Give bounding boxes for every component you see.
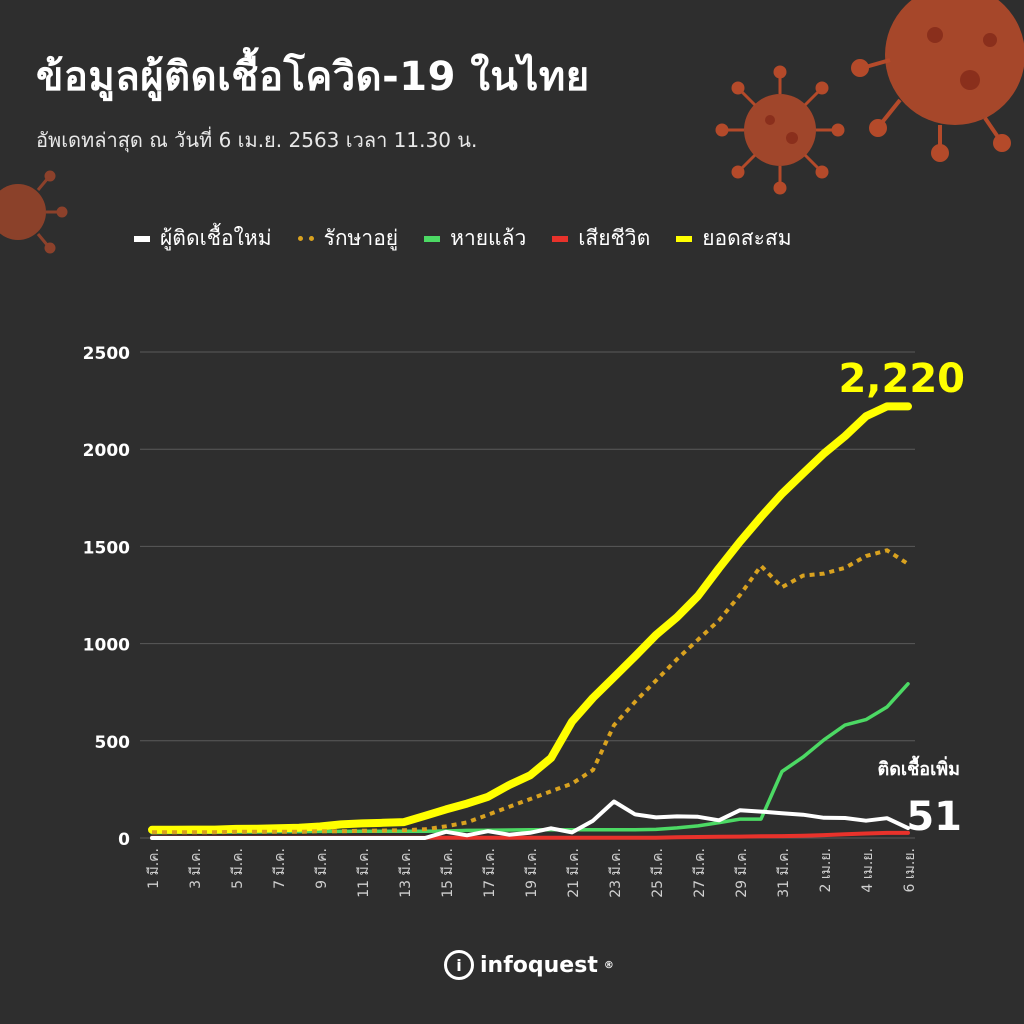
y-tick-label-500: 500 (95, 733, 131, 753)
x-tick-label-17: 4 เม.ย. (860, 848, 876, 892)
virus-decoration-large (851, 0, 1024, 162)
registered-mark: ® (603, 959, 614, 971)
legend-item-deaths: เสียชีวิต (552, 222, 650, 255)
new-cases-caption: ติดเชื้อเพิ่ม (878, 755, 960, 780)
info-icon: i (444, 950, 474, 980)
x-tick-label-18: 6 เม.ย. (902, 848, 918, 892)
legend-swatch-active (297, 236, 314, 241)
x-tick-label-6: 13 มี.ค. (398, 848, 414, 898)
legend-swatch-cumulative (676, 235, 693, 242)
x-tick-label-5: 11 มี.ค. (356, 848, 372, 898)
page-subtitle: อัพเดทล่าสุด ณ วันที่ 6 เม.ย. 2563 เวลา … (36, 128, 478, 152)
brand-logo: i infoquest ® (444, 950, 614, 980)
x-tick-label-1: 3 มี.ค. (188, 848, 204, 889)
x-tick-label-9: 19 มี.ค. (524, 848, 540, 898)
legend-item-new-cases: ผู้ติดเชื้อใหม่ (134, 222, 272, 255)
y-tick-label-2500: 2500 (83, 344, 130, 364)
legend-label-recovered: หายแล้ว (450, 226, 527, 250)
virus-decoration-medium (715, 65, 845, 195)
brand-name: infoquest (480, 952, 598, 978)
x-tick-label-12: 25 มี.ค. (650, 848, 666, 898)
x-tick-label-14: 29 มี.ค. (734, 848, 750, 898)
x-tick-label-2: 5 มี.ค. (230, 848, 246, 889)
virus-decoration-small (0, 170, 68, 254)
y-tick-label-0: 0 (118, 830, 130, 850)
cumulative-total-label: 2,220 (838, 356, 965, 402)
x-tick-label-11: 23 มี.ค. (608, 848, 624, 898)
chart-legend: ผู้ติดเชื้อใหม่ รักษาอยู่ หายแล้ว เสียชี… (134, 222, 792, 255)
series-line-cumulative (148, 402, 912, 834)
legend-label-deaths: เสียชีวิต (578, 226, 651, 250)
legend-swatch-recovered (424, 235, 441, 242)
legend-item-recovered: หายแล้ว (424, 222, 526, 255)
legend-swatch-new-cases (134, 235, 150, 242)
x-tick-label-8: 17 มี.ค. (482, 848, 498, 898)
x-tick-label-10: 21 มี.ค. (566, 848, 582, 898)
series-line-active (152, 548, 910, 835)
legend-swatch-deaths (552, 235, 569, 242)
x-tick-label-3: 7 มี.ค. (272, 848, 288, 889)
new-cases-value: 51 (906, 794, 962, 840)
legend-label-cumulative: ยอดสะสม (702, 226, 792, 250)
x-tick-label-4: 9 มี.ค. (314, 848, 330, 889)
page-title: ข้อมูลผู้ติดเชื้อโควิด-19 ในไทย (36, 54, 590, 100)
x-tick-label-7: 15 มี.ค. (440, 848, 456, 898)
series-line-recovered (150, 682, 910, 835)
y-tick-label-2000: 2000 (83, 441, 130, 461)
legend-label-new-cases: ผู้ติดเชื้อใหม่ (160, 226, 272, 250)
y-tick-label-1000: 1000 (83, 636, 130, 656)
x-tick-label-13: 27 มี.ค. (692, 848, 708, 898)
legend-item-cumulative: ยอดสะสม (676, 222, 792, 255)
x-tick-label-15: 31 มี.ค. (776, 848, 792, 898)
y-tick-label-1500: 1500 (83, 538, 130, 558)
x-tick-label-16: 2 เม.ย. (818, 848, 834, 892)
x-tick-label-0: 1 มี.ค. (146, 848, 162, 889)
legend-item-active: รักษาอยู่ (297, 222, 399, 255)
series-line-new_cases (150, 799, 910, 840)
legend-label-active: รักษาอยู่ (323, 226, 399, 250)
